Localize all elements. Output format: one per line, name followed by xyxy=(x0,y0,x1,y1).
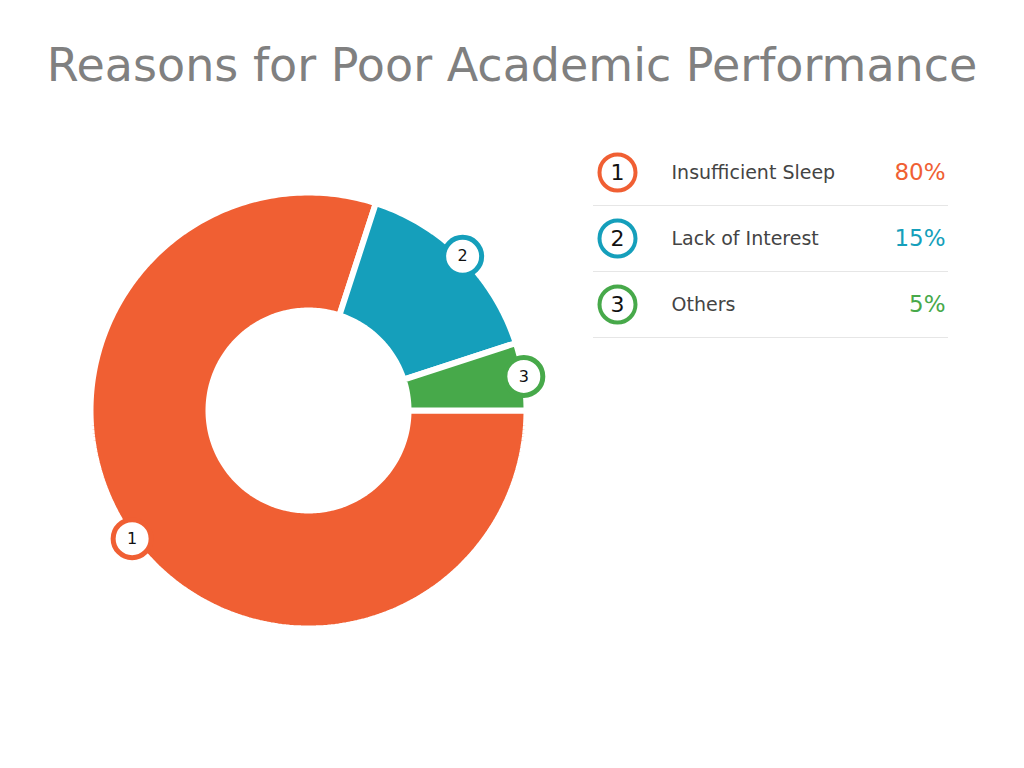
svg-text:Insufficient Sleep: Insufficient Sleep xyxy=(672,161,836,183)
svg-text:15%: 15% xyxy=(894,225,945,251)
svg-text:1: 1 xyxy=(611,160,625,185)
svg-text:1: 1 xyxy=(127,529,137,548)
svg-text:3: 3 xyxy=(611,292,625,317)
svg-text:3: 3 xyxy=(519,367,529,386)
svg-text:2: 2 xyxy=(611,226,625,251)
svg-text:Others: Others xyxy=(672,293,736,315)
html-text:Reasons for Poor Academic Perf: Reasons for Poor Academic Performance xyxy=(46,38,978,92)
svg-text:2: 2 xyxy=(458,246,468,265)
svg-text:80%: 80% xyxy=(894,159,945,185)
svg-text:5%: 5% xyxy=(909,291,946,317)
svg-text:Lack of Interest: Lack of Interest xyxy=(672,227,819,249)
